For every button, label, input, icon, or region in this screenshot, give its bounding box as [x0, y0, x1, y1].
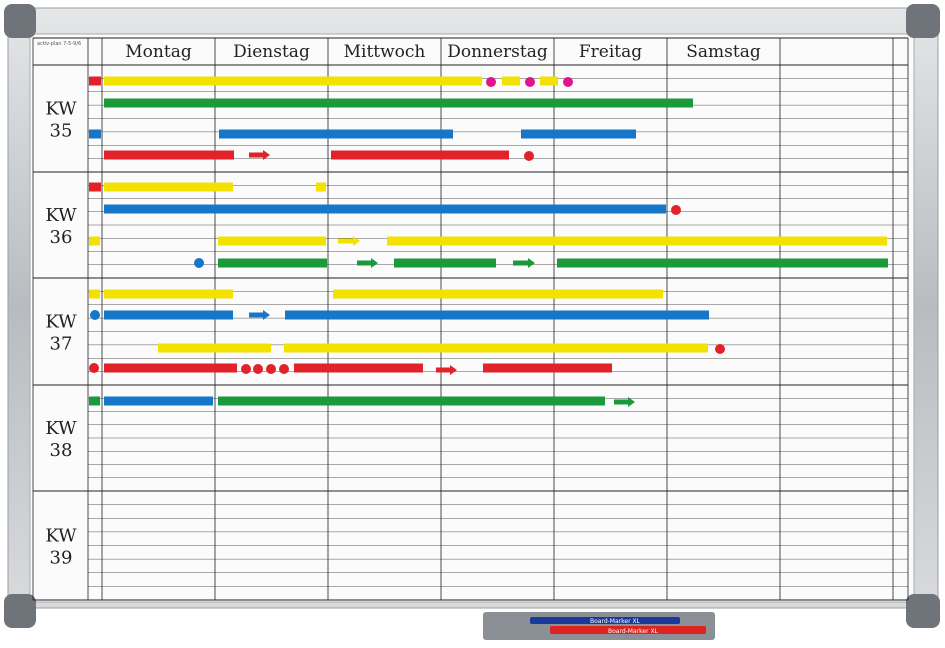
magnet-arrow [249, 310, 270, 320]
corner [4, 594, 36, 628]
magnet-dot [524, 151, 534, 161]
magnet-dot [90, 310, 100, 320]
week-number: 37 [50, 334, 73, 355]
day-header: Samstag [686, 42, 761, 62]
day-header: Donnerstag [447, 42, 548, 62]
magnet-strip [219, 129, 453, 139]
marker-label: Board-Marker XL [590, 618, 641, 625]
day-header: Dienstag [233, 42, 310, 62]
magnet-strip [483, 363, 612, 373]
magnet-arrow [614, 397, 635, 407]
magnet-strip [104, 310, 233, 320]
week-prefix: KW [45, 99, 77, 120]
corner [906, 594, 940, 628]
magnet-dot [253, 364, 263, 374]
magnet-strip [521, 129, 636, 139]
magnet-strip [387, 236, 887, 246]
magnet-strip [316, 182, 326, 192]
marker [530, 617, 680, 624]
magnet-dot [89, 363, 99, 373]
magnet-arrow [513, 258, 535, 268]
week-prefix: KW [45, 418, 77, 439]
week-number: 39 [50, 548, 73, 569]
board-label: activ-plan 7-5-9/6 [37, 41, 81, 47]
magnet-arrow [357, 258, 378, 268]
magnet-strip [104, 289, 233, 299]
magnet-dot [525, 77, 535, 87]
magnet-dot [486, 77, 496, 87]
corner [906, 4, 940, 38]
magnet-strip [218, 236, 326, 246]
magnet-strip [540, 76, 558, 86]
magnet-strip [104, 363, 237, 373]
magnet-strip [89, 236, 100, 246]
magnet-dot [279, 364, 289, 374]
magnet-strip [104, 76, 482, 86]
magnet-dot [241, 364, 251, 374]
magnet-dot [671, 205, 681, 215]
magnet-strip [218, 396, 605, 406]
magnet-strip [394, 258, 496, 268]
day-header: Freitag [579, 42, 642, 62]
magnet-strip [89, 129, 101, 139]
magnet-arrow [436, 365, 457, 375]
magnet-strip [89, 289, 100, 299]
magnet-strip [89, 182, 101, 192]
magnet-strip [104, 204, 666, 214]
magnet-dot [194, 258, 204, 268]
magnet-strip [104, 182, 233, 192]
magnet-strip [89, 76, 101, 86]
magnet-dot [715, 344, 725, 354]
marker [550, 626, 706, 634]
magnet-strip [285, 310, 709, 320]
week-prefix: KW [45, 526, 77, 547]
marker-label: Board-Marker XL [608, 628, 659, 635]
week-number: 36 [50, 227, 73, 248]
week-number: 38 [50, 440, 73, 461]
magnet-strip [294, 363, 423, 373]
day-header: Montag [125, 42, 192, 62]
magnet-strip [89, 396, 100, 406]
corner [4, 4, 36, 38]
magnet-arrow [338, 236, 360, 246]
magnet-strip [502, 76, 520, 86]
magnet-strip [104, 150, 234, 160]
week-prefix: KW [45, 312, 77, 333]
day-header: Mittwoch [344, 42, 426, 62]
magnet-strip [284, 343, 708, 353]
magnet-strip [158, 343, 271, 353]
magnet-strip [333, 289, 663, 299]
magnet-strip [557, 258, 888, 268]
magnet-strip [104, 396, 213, 406]
magnet-dot [266, 364, 276, 374]
magnet-strip [331, 150, 509, 160]
magnet-strip [218, 258, 327, 268]
magnet-strip [104, 98, 693, 108]
week-prefix: KW [45, 205, 77, 226]
magnet-dot [563, 77, 573, 87]
week-number: 35 [50, 121, 73, 142]
magnet-arrow [249, 150, 270, 160]
magnets [89, 76, 888, 407]
